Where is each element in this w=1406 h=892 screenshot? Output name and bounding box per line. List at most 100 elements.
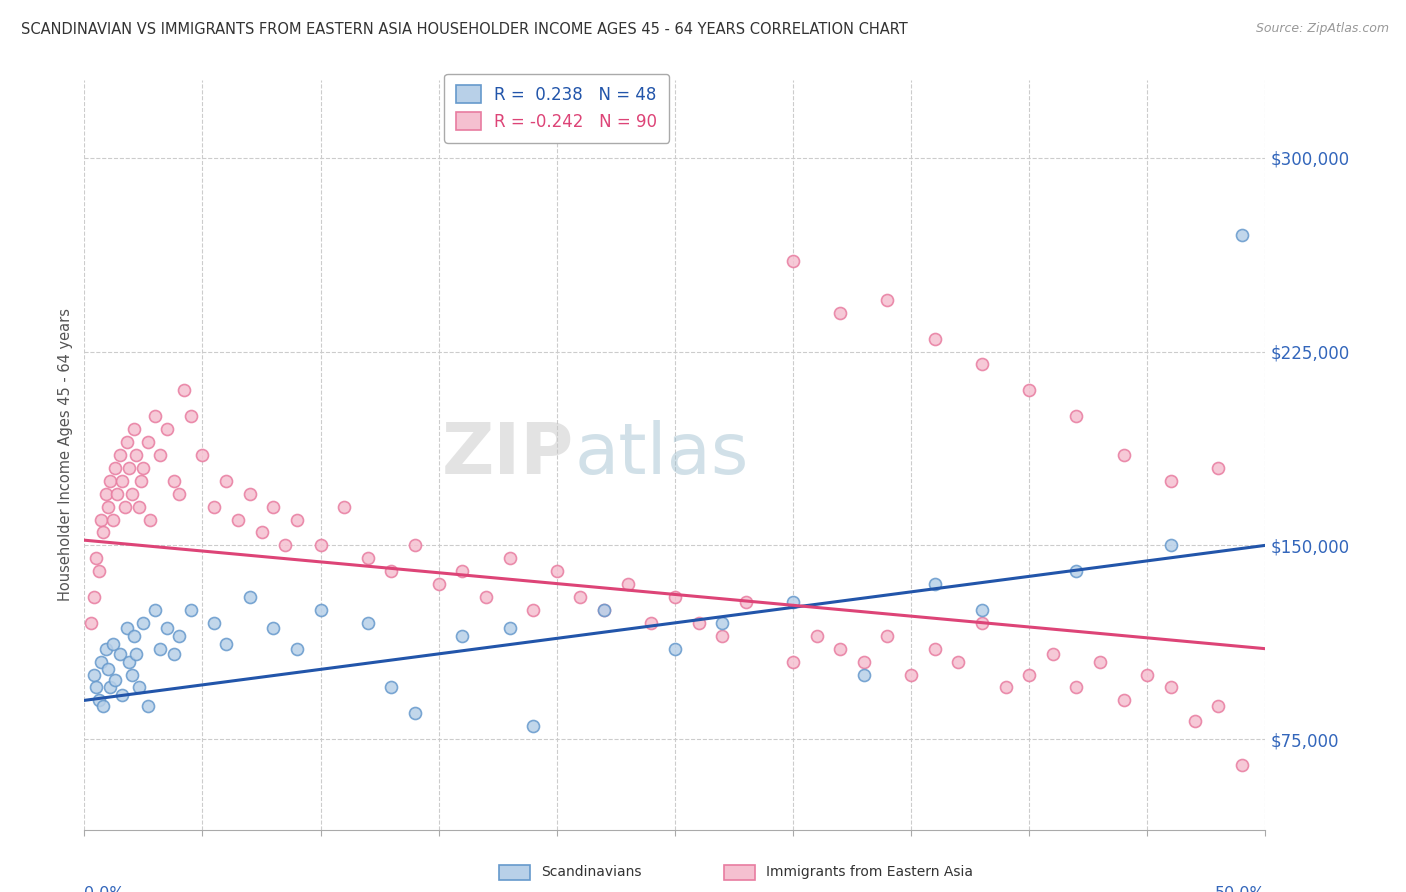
Point [593, 603, 616, 617]
Point [125, 647, 148, 661]
Point [226, 512, 249, 526]
Point [262, 621, 284, 635]
Point [180, 603, 202, 617]
Text: Scandinavians: Scandinavians [541, 865, 641, 880]
Point [108, 647, 131, 661]
Point [125, 448, 148, 462]
Y-axis label: Householder Income Ages 45 - 64 years: Householder Income Ages 45 - 64 years [58, 309, 73, 601]
Point [1184, 714, 1206, 728]
Point [593, 603, 616, 617]
Point [333, 500, 356, 514]
Point [1160, 538, 1182, 552]
Point [108, 448, 131, 462]
Point [1018, 384, 1040, 398]
Point [852, 667, 875, 681]
Point [569, 590, 592, 604]
Point [94, 641, 117, 656]
Point [128, 500, 150, 514]
Point [115, 435, 138, 450]
Point [309, 538, 332, 552]
Point [239, 486, 262, 500]
Point [215, 474, 238, 488]
Point [924, 577, 946, 591]
Point [121, 667, 143, 681]
Point [830, 306, 852, 320]
Point [1206, 698, 1229, 713]
Point [156, 621, 179, 635]
Point [782, 254, 804, 268]
Point [202, 500, 225, 514]
Point [136, 698, 159, 713]
Point [136, 435, 159, 450]
Point [782, 655, 804, 669]
Point [640, 615, 662, 630]
Point [239, 590, 262, 604]
Point [876, 629, 898, 643]
Point [616, 577, 638, 591]
Point [994, 681, 1017, 695]
Point [357, 615, 380, 630]
Point [163, 474, 186, 488]
Point [115, 621, 138, 635]
Point [215, 636, 238, 650]
Point [380, 564, 402, 578]
Point [380, 681, 402, 695]
Point [1018, 667, 1040, 681]
Point [711, 615, 734, 630]
Point [546, 564, 568, 578]
Point [404, 706, 426, 721]
Point [114, 500, 136, 514]
Point [1160, 474, 1182, 488]
Point [852, 655, 875, 669]
Point [84, 551, 107, 566]
Point [1206, 460, 1229, 475]
Point [87, 693, 110, 707]
Point [522, 603, 544, 617]
Point [90, 655, 112, 669]
Point [900, 667, 922, 681]
Point [167, 486, 190, 500]
Point [924, 332, 946, 346]
Point [143, 603, 166, 617]
Point [97, 662, 120, 676]
Point [309, 603, 332, 617]
Point [1112, 448, 1135, 462]
Point [404, 538, 426, 552]
Point [107, 486, 129, 500]
Point [734, 595, 756, 609]
Point [104, 460, 127, 475]
Text: Source: ZipAtlas.com: Source: ZipAtlas.com [1256, 22, 1389, 36]
Point [1088, 655, 1111, 669]
Legend: R =  0.238   N = 48, R = -0.242   N = 90: R = 0.238 N = 48, R = -0.242 N = 90 [444, 74, 669, 143]
Point [924, 641, 946, 656]
Point [122, 629, 145, 643]
Point [132, 615, 155, 630]
Point [97, 500, 120, 514]
Point [180, 409, 202, 424]
Text: Immigrants from Eastern Asia: Immigrants from Eastern Asia [766, 865, 973, 880]
Point [1066, 564, 1088, 578]
Point [970, 615, 993, 630]
Point [202, 615, 225, 630]
Point [782, 595, 804, 609]
Text: ZIP: ZIP [443, 420, 575, 490]
Point [143, 409, 166, 424]
Point [83, 590, 105, 604]
Point [111, 474, 134, 488]
Point [498, 621, 520, 635]
Point [1136, 667, 1159, 681]
Point [132, 460, 155, 475]
Point [149, 448, 172, 462]
Point [91, 525, 114, 540]
Point [1112, 693, 1135, 707]
Point [664, 590, 686, 604]
Point [156, 422, 179, 436]
Text: atlas: atlas [575, 420, 749, 490]
Point [128, 681, 150, 695]
Point [90, 512, 112, 526]
Point [111, 688, 134, 702]
Point [98, 474, 121, 488]
Point [191, 448, 214, 462]
Point [121, 486, 143, 500]
Point [104, 673, 127, 687]
